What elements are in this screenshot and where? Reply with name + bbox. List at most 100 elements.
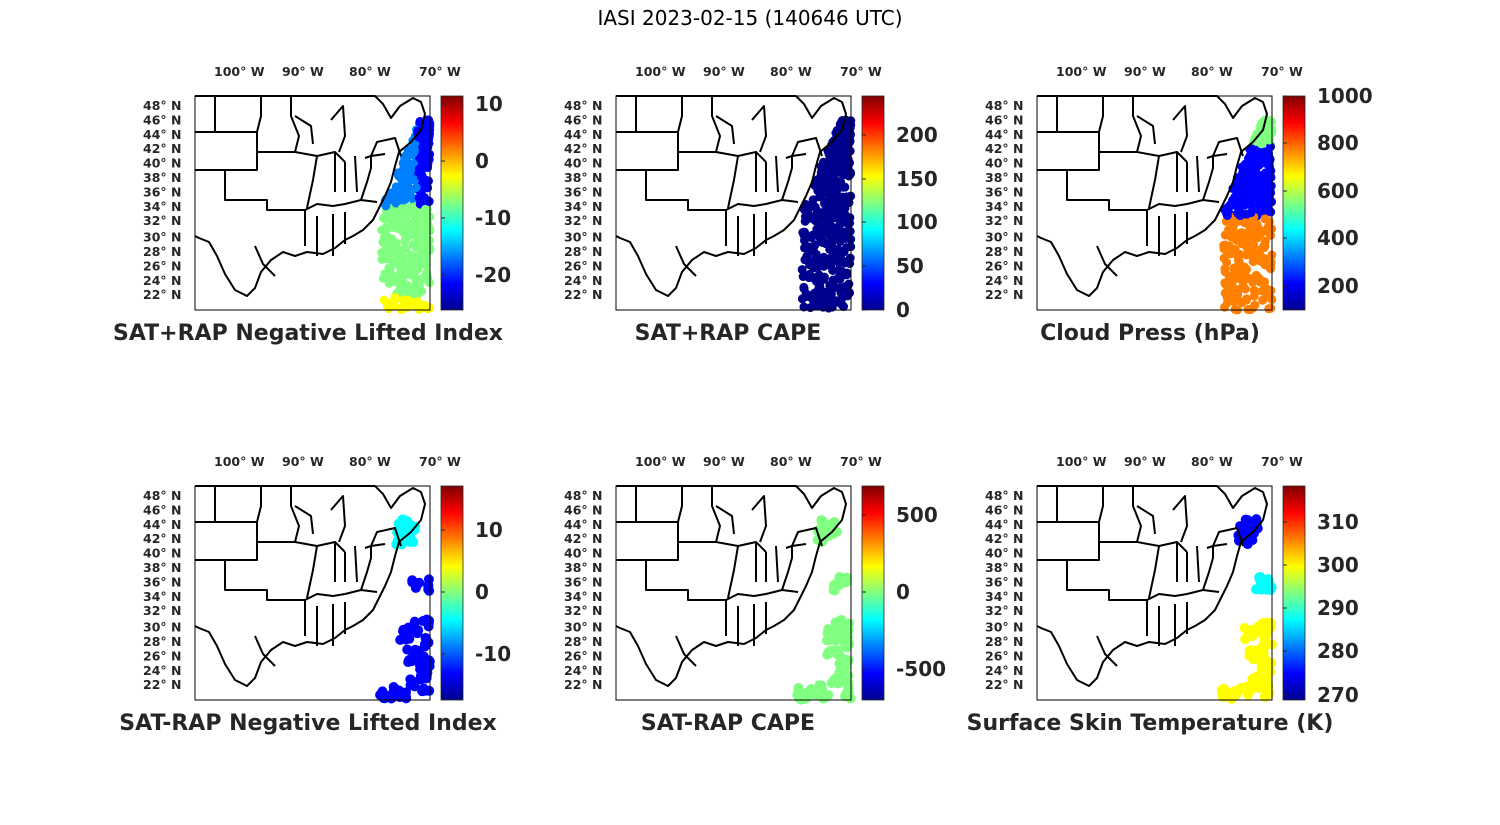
data-point	[1237, 298, 1247, 308]
data-point	[1245, 220, 1255, 230]
state-border	[1098, 486, 1104, 523]
data-point	[400, 155, 410, 165]
colorbar-tick-label: 600	[1317, 179, 1359, 203]
state-border	[364, 527, 402, 549]
data-point	[1255, 277, 1265, 287]
lat-tick-label: 38° N	[143, 170, 181, 185]
data-point	[422, 275, 432, 285]
data-point	[803, 232, 813, 242]
data-point	[798, 272, 808, 282]
state-border	[1037, 131, 1100, 171]
us-outline	[1036, 95, 1268, 297]
data-point	[1248, 673, 1259, 684]
state-border	[645, 170, 726, 211]
map-panel: 100° W 90° W 80° W 70° W 48° N46° N44° N42° …	[985, 454, 1303, 704]
data-point	[828, 276, 838, 286]
state-border	[715, 505, 735, 535]
data-point	[824, 200, 834, 210]
data-point	[398, 252, 408, 262]
state-border	[224, 560, 305, 601]
data-point	[389, 191, 399, 201]
data-point	[825, 284, 835, 294]
data-point	[404, 536, 415, 547]
lat-tick-label: 36° N	[564, 574, 602, 589]
data-point	[831, 147, 841, 157]
data-point	[828, 192, 838, 202]
map-frame	[1036, 485, 1273, 701]
lon-tick-label: 70° W	[840, 64, 882, 79]
state-border	[725, 589, 799, 601]
colorbar-tick-label: 270	[1317, 683, 1359, 707]
state-border	[304, 589, 378, 601]
data-point	[843, 670, 854, 681]
data-point	[401, 244, 411, 254]
lat-tick-label: 48° N	[143, 98, 181, 113]
data-point	[1257, 618, 1268, 629]
lat-tick-label: 24° N	[985, 273, 1023, 288]
data-point	[1248, 229, 1258, 239]
data-point	[416, 152, 426, 162]
state-border	[1096, 635, 1118, 667]
lon-tick-label: 70° W	[840, 454, 882, 469]
data-point	[1238, 233, 1248, 243]
data-point	[421, 250, 431, 260]
lon-tick-label: 70° W	[419, 454, 461, 469]
colorbar-tick-label: 290	[1317, 596, 1359, 620]
lat-tick-label: 34° N	[564, 199, 602, 214]
data-point	[1264, 168, 1274, 178]
lat-tick-label: 40° N	[564, 156, 602, 171]
lat-tick-label: 36° N	[985, 574, 1023, 589]
data-point	[417, 243, 427, 253]
us-outline	[194, 95, 426, 297]
data-point	[813, 260, 823, 270]
lon-tick-label: 80° W	[349, 454, 391, 469]
data-point	[1264, 135, 1274, 145]
lon-tick-label: 90° W	[1124, 64, 1166, 79]
colorbar-tick-label: 0	[896, 298, 910, 322]
lon-tick-label: 80° W	[770, 64, 812, 79]
lat-tick-label: 42° N	[143, 531, 181, 546]
lat-tick-label: 40° N	[143, 546, 181, 561]
data-point	[818, 236, 828, 246]
state-border	[330, 105, 346, 153]
state-border	[1206, 137, 1244, 159]
lat-tick-label: 28° N	[564, 244, 602, 259]
data-point	[1260, 214, 1270, 224]
lat-tick-label: 30° N	[564, 230, 602, 245]
data-point	[406, 227, 416, 237]
state-border	[1202, 153, 1228, 201]
data-point	[1265, 162, 1275, 172]
state-border	[775, 545, 779, 583]
lat-tick-label: 44° N	[564, 517, 602, 532]
lon-tick-label: 100° W	[214, 454, 265, 469]
state-border	[254, 635, 276, 667]
data-point	[1259, 241, 1269, 251]
data-point	[823, 184, 833, 194]
data-point	[409, 252, 419, 262]
state-border	[1172, 495, 1188, 543]
lon-tick-label: 90° W	[282, 454, 324, 469]
state-border	[727, 545, 739, 599]
state-border	[195, 521, 258, 561]
lat-tick-label: 32° N	[143, 213, 181, 228]
data-point	[1230, 192, 1240, 202]
colorbar-tick-label: 100	[896, 210, 938, 234]
colorbar	[861, 95, 885, 311]
lat-tick-label: 34° N	[143, 589, 181, 604]
state-border	[294, 541, 346, 553]
state-border	[364, 137, 402, 159]
data-point	[801, 211, 811, 221]
data-point	[841, 134, 851, 144]
data-point	[1242, 534, 1253, 545]
state-border	[751, 105, 767, 153]
lat-tick-label: 44° N	[143, 127, 181, 142]
lat-tick-label: 26° N	[143, 648, 181, 663]
data-point	[828, 631, 839, 642]
state-border	[1136, 541, 1188, 553]
data-point	[382, 197, 392, 207]
data-point	[1254, 625, 1265, 636]
lat-tick-label: 34° N	[985, 589, 1023, 604]
state-border	[354, 155, 358, 193]
lat-tick-label: 48° N	[564, 98, 602, 113]
